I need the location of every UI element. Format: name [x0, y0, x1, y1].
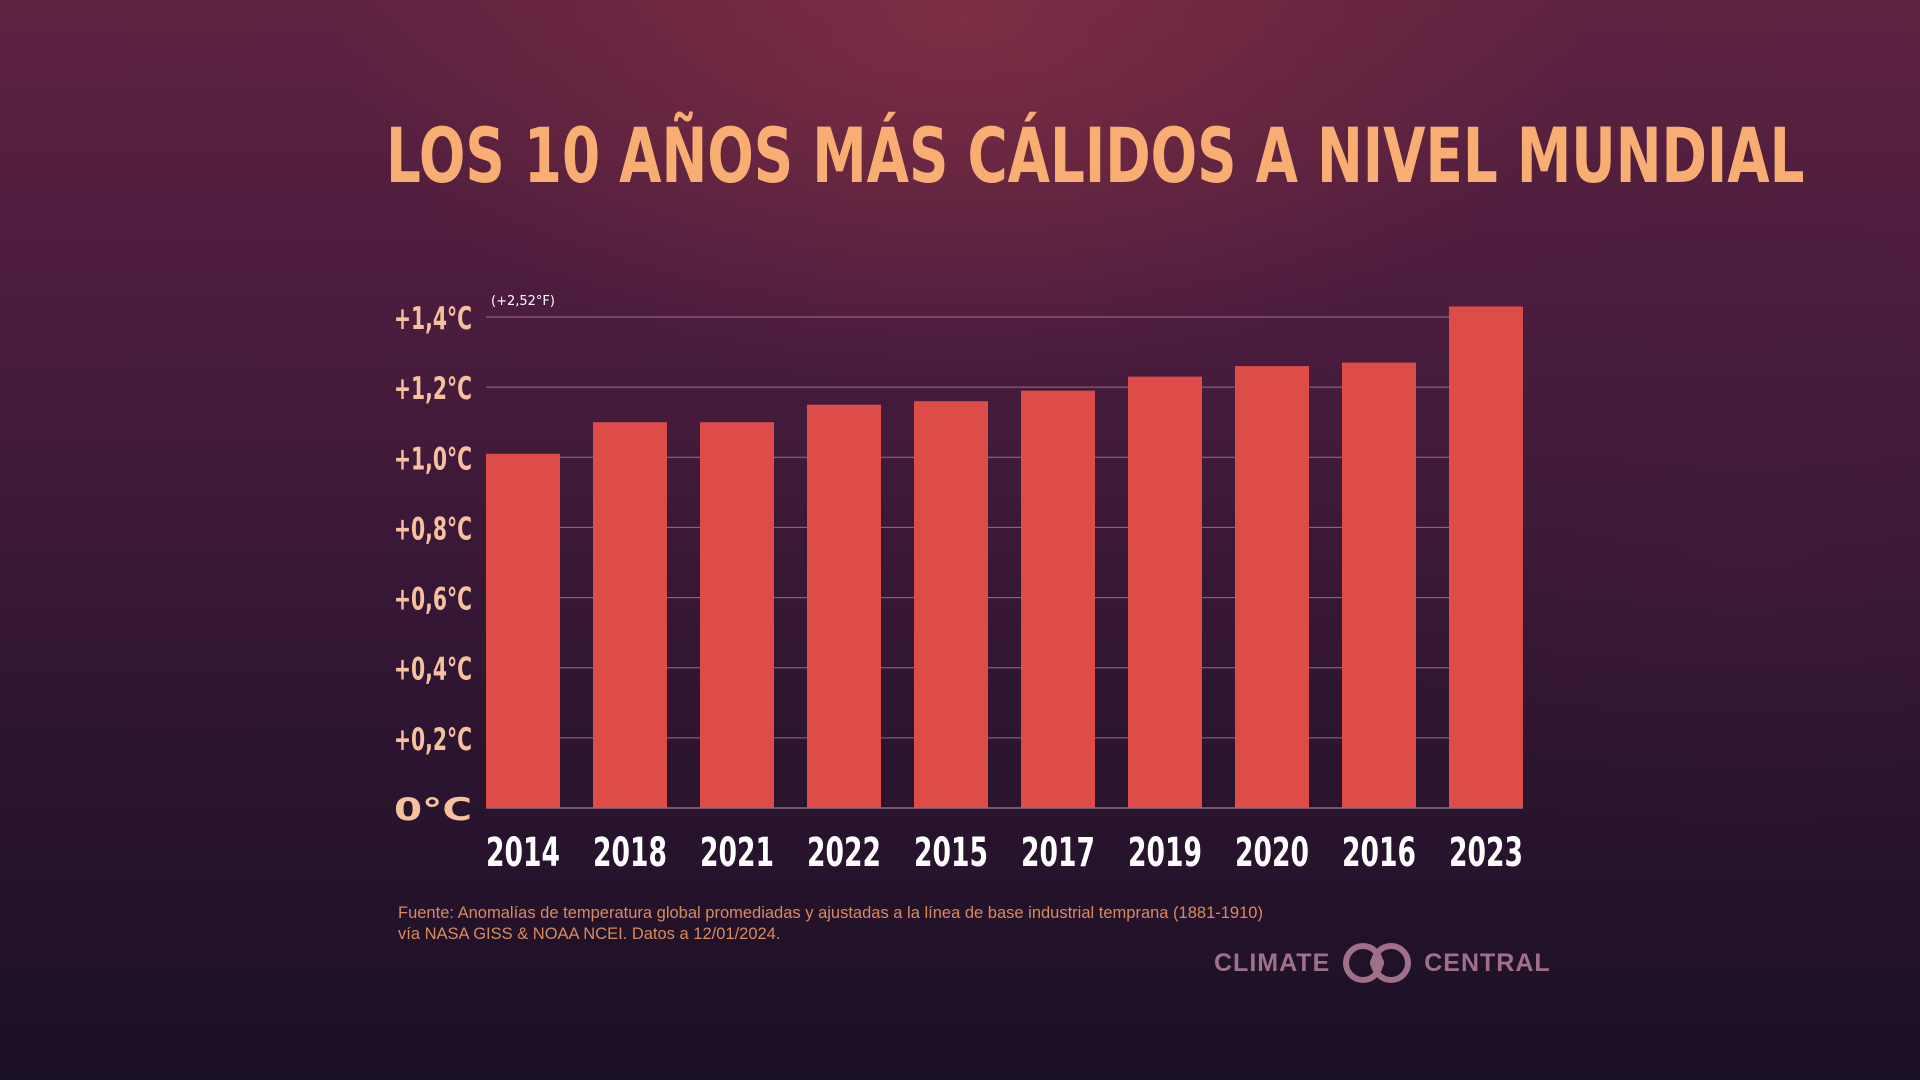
- bar-2019: [1128, 376, 1202, 808]
- x-tick-label: 2018: [593, 830, 667, 876]
- y-tick-label: +0,8°C: [394, 511, 472, 547]
- source-line-2: vía NASA GISS & NOAA NCEI. Datos a 12/01…: [398, 925, 781, 943]
- y-tick-label: +0,6°C: [394, 582, 472, 618]
- y-tick-label: 0°C: [394, 792, 472, 828]
- x-axis-ticks: 2014 2018 2021 2022 2015 2017 2019 2020 2016 2023: [486, 830, 1523, 876]
- bar-2023: [1449, 306, 1523, 808]
- y-tick-label: +1,0°C: [394, 441, 472, 477]
- x-tick-label: 2016: [1342, 830, 1416, 876]
- x-tick-label: 2019: [1128, 830, 1202, 876]
- source-note: Fuente: Anomalías de temperatura global …: [398, 903, 1398, 945]
- x-tick-label: 2020: [1235, 830, 1309, 876]
- x-tick-label: 2023: [1449, 830, 1523, 876]
- y-tick-label: +0,2°C: [394, 722, 472, 758]
- bar-2016: [1342, 362, 1416, 808]
- bar-2022: [807, 404, 881, 808]
- bar-2021: [700, 422, 774, 808]
- bar-2020: [1235, 366, 1309, 808]
- x-tick-label: 2021: [700, 830, 774, 876]
- bar-2017: [1021, 390, 1095, 808]
- climate-central-logo-icon: [1343, 943, 1412, 983]
- y-tick-label: +0,4°C: [394, 652, 472, 688]
- y-tick-label: +1,2°C: [394, 371, 472, 407]
- x-tick-label: 2014: [486, 830, 560, 876]
- bars: [486, 306, 1523, 808]
- x-tick-label: 2015: [914, 830, 988, 876]
- bar-2018: [593, 422, 667, 808]
- climate-central-logo: CLIMATE CENTRAL: [1214, 943, 1551, 983]
- source-line-1: Fuente: Anomalías de temperatura global …: [398, 904, 1263, 922]
- chart-title: LOS 10 AÑOS MÁS CÁLIDOS A NIVEL MUNDIAL: [386, 111, 1805, 200]
- bar-2014: [486, 453, 560, 808]
- fahrenheit-note: (+2,52°F): [491, 294, 555, 309]
- bar-2015: [914, 401, 988, 808]
- x-tick-label: 2022: [807, 830, 881, 876]
- y-axis-ticks: 0°C +0,2°C +0,4°C +0,6°C +0,8°C +1,0°C +1,2°C +…: [394, 301, 472, 828]
- y-tick-label: +1,4°C: [394, 301, 472, 337]
- logo-text-right: CENTRAL: [1424, 948, 1551, 977]
- x-tick-label: 2017: [1021, 830, 1095, 876]
- logo-text-left: CLIMATE: [1214, 948, 1331, 977]
